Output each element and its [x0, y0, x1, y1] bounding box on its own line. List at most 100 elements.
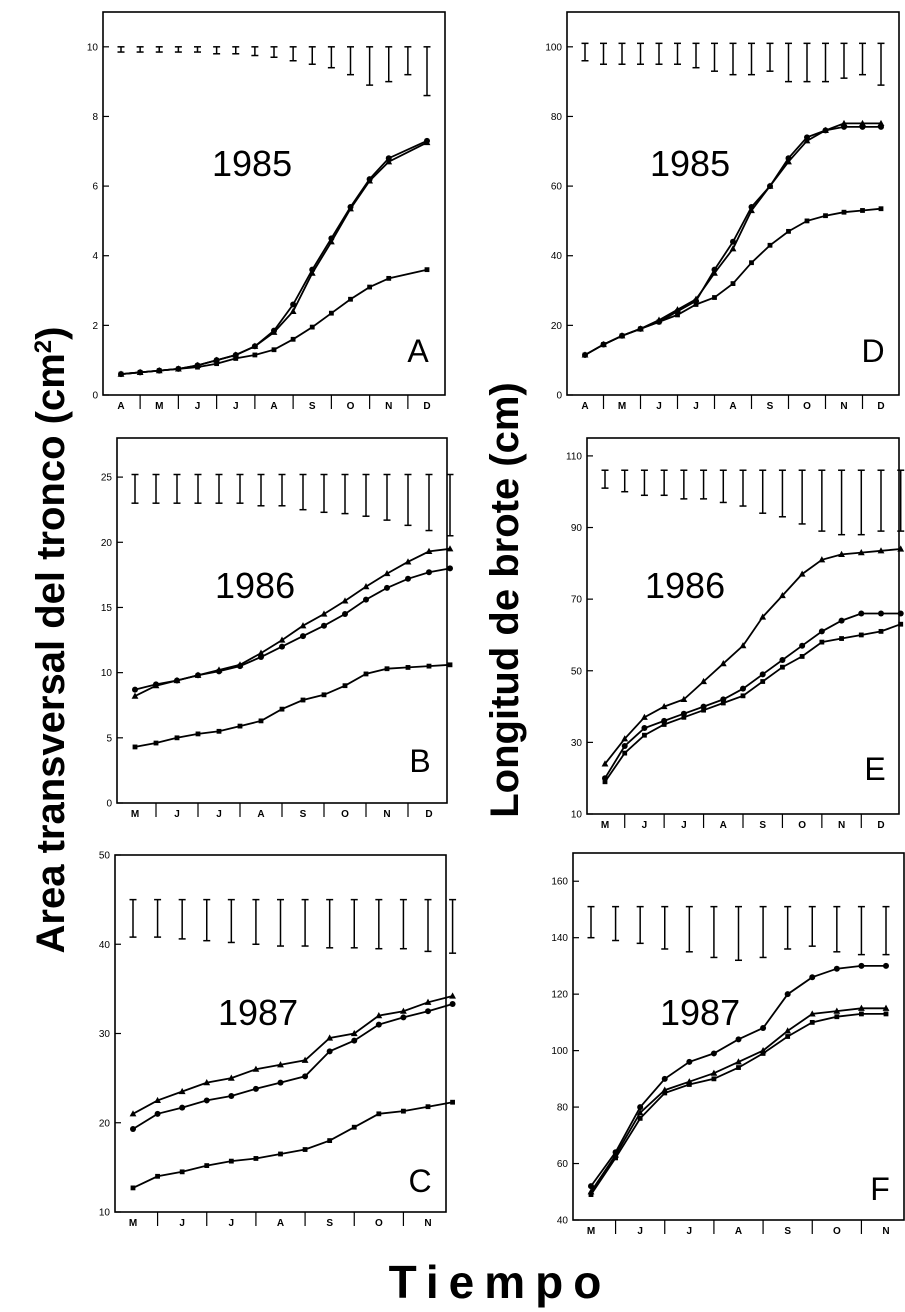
y-tick-label: 90 — [571, 523, 583, 534]
x-tick-label: J — [637, 1226, 643, 1237]
data-point — [767, 242, 773, 248]
error-bar — [117, 46, 125, 53]
error-bar — [299, 473, 307, 511]
x-tick-label: S — [767, 401, 774, 412]
data-point — [833, 965, 840, 972]
error-bar — [347, 46, 354, 76]
error-bar — [236, 473, 244, 504]
data-point — [366, 177, 374, 184]
data-point — [384, 584, 390, 591]
data-point — [877, 547, 885, 554]
data-point — [662, 1090, 668, 1096]
data-point — [362, 583, 370, 590]
data-point — [400, 1014, 407, 1021]
data-point — [860, 208, 865, 213]
data-point — [179, 1104, 186, 1111]
error-bar — [840, 42, 848, 79]
error-bar — [404, 46, 412, 76]
error-bar — [655, 42, 663, 65]
data-point — [784, 1027, 792, 1034]
error-bar — [350, 898, 358, 949]
plot-frame — [566, 11, 900, 396]
data-point — [759, 613, 767, 620]
data-point — [308, 269, 316, 276]
data-point — [375, 1021, 382, 1028]
chart-panel-b: 0 5 10 15 20 25 M J J A S O N D 1986 B — [101, 437, 454, 820]
chart-panel-e: 10 30 50 70 90 110 M J J A S O N D 1986 E — [566, 437, 905, 831]
series-line — [120, 268, 428, 375]
x-tick-label: O — [375, 1218, 383, 1229]
x-tick-label: N — [424, 1218, 431, 1229]
error-bar — [423, 46, 431, 97]
data-point — [601, 342, 606, 347]
x-tick-label: S — [759, 820, 766, 831]
data-point — [588, 1183, 594, 1190]
data-point — [818, 628, 825, 635]
error-bar — [766, 42, 774, 72]
data-point — [271, 347, 277, 353]
x-tick-label: J — [179, 1218, 185, 1229]
panel-letter-label: A — [407, 333, 429, 369]
data-point — [447, 565, 453, 572]
chart-panel-d: 0 20 40 60 80 100 A M J J A S O N D 1985 D — [545, 11, 900, 412]
x-tick-label: A — [720, 820, 727, 831]
data-point — [384, 666, 390, 672]
data-point — [299, 622, 307, 629]
x-tick-label: M — [618, 401, 626, 412]
data-point — [425, 1104, 431, 1110]
data-point — [156, 368, 162, 374]
year-label: 1985 — [650, 143, 730, 184]
data-point — [232, 351, 240, 358]
data-point — [637, 1115, 643, 1121]
x-tick-label: S — [326, 1218, 333, 1229]
data-point — [300, 697, 306, 703]
data-point — [740, 685, 746, 692]
error-bar — [612, 905, 620, 942]
data-point — [178, 1087, 186, 1095]
x-tick-label: A — [277, 1218, 284, 1229]
y-tick-label: 15 — [101, 603, 113, 614]
error-bar — [174, 46, 182, 53]
data-point — [302, 1147, 308, 1152]
data-point — [740, 693, 746, 699]
error-bar — [289, 46, 297, 62]
data-point — [132, 744, 138, 750]
y-tick-label: 70 — [571, 595, 583, 606]
data-point — [898, 621, 904, 627]
data-point — [228, 1158, 234, 1164]
data-point — [173, 676, 181, 684]
y-tick-label: 40 — [557, 1216, 569, 1227]
error-bar — [257, 473, 265, 507]
data-point — [720, 700, 726, 706]
data-point — [712, 295, 717, 300]
series-2-circle — [130, 1001, 456, 1132]
y-tick-label: 160 — [551, 877, 568, 888]
x-tick-label: D — [425, 809, 432, 820]
x-tick-label: J — [229, 1218, 235, 1229]
data-point — [326, 1048, 333, 1055]
series-2-triangle — [587, 1004, 890, 1195]
data-point — [674, 306, 681, 313]
data-point — [877, 119, 885, 127]
series-3-square — [130, 1099, 455, 1191]
data-point — [350, 1029, 358, 1037]
data-point — [693, 302, 699, 307]
data-point — [823, 213, 828, 219]
series-line — [132, 995, 453, 1115]
data-point — [833, 1007, 841, 1014]
error-bar — [154, 898, 162, 938]
data-point — [804, 218, 810, 224]
data-point — [213, 356, 221, 363]
y-tick-label: 20 — [99, 1118, 111, 1129]
data-point — [300, 633, 306, 640]
error-bar — [278, 473, 286, 507]
error-bar — [882, 905, 890, 956]
error-bar — [270, 46, 278, 59]
data-point — [137, 369, 143, 375]
data-point — [423, 138, 431, 146]
data-point — [878, 610, 884, 617]
x-tick-label: A — [729, 401, 736, 412]
data-point — [153, 740, 159, 746]
data-point — [686, 1058, 693, 1065]
